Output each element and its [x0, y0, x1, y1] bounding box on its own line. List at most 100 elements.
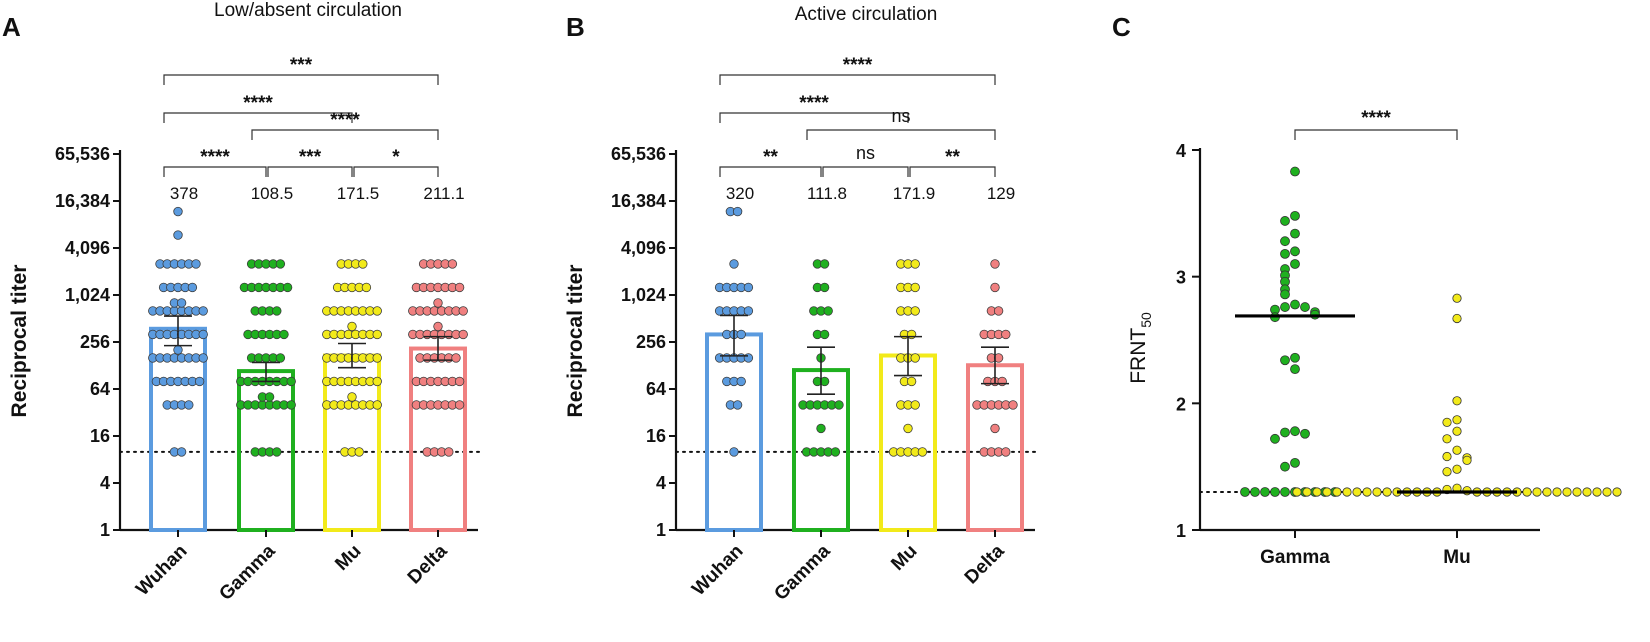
panel-c-point-mu: [1452, 445, 1462, 455]
panel-a-xtick-label-mu: Mu: [331, 541, 365, 575]
panel-b-value-label-wuhan: 320: [726, 184, 754, 203]
panel-c-point-mu: [1332, 487, 1342, 497]
panel-c-point-mu: [1312, 487, 1322, 497]
panel-b-sig-label: ns: [891, 106, 910, 126]
panel-b-ytick-label: 4,096: [621, 238, 666, 258]
panel-a-letter: A: [2, 12, 21, 42]
panel-b-value-label-mu: 171.9: [893, 184, 936, 203]
panel-c-point-mu: [1452, 415, 1462, 425]
panel-a-point-wuhan: [184, 400, 194, 410]
panel-c-point-gamma: [1280, 355, 1290, 366]
panel-c-point-mu: [1452, 396, 1462, 406]
panel-c-point-gamma: [1290, 299, 1300, 310]
panel-c-point-gamma: [1290, 352, 1300, 363]
panel-b-point-wuhan: [732, 206, 743, 217]
panel-a-point-gamma: [286, 376, 296, 387]
panel-a-value-label-mu: 171.5: [337, 184, 380, 203]
panel-c-point-mu: [1452, 426, 1462, 436]
panel-b-point-wuhan: [736, 329, 746, 340]
panel-b-ytick-label: 1: [656, 520, 666, 540]
panel-b-letter: B: [566, 12, 585, 42]
panel-a-sig-label: ***: [290, 55, 313, 76]
panel-b-bar-delta: [966, 363, 1024, 532]
panel-a-sig-label: ***: [299, 147, 322, 168]
panel-a-point-gamma: [282, 282, 293, 293]
panel-c-point-gamma: [1290, 364, 1300, 375]
panel-a-sig-label: ****: [243, 93, 273, 114]
panel-b-point-mu: [906, 376, 917, 387]
panel-c-point-gamma: [1280, 248, 1290, 259]
panel-c-point-gamma: [1240, 487, 1250, 497]
panel-a-ylabel: Reciprocal titer: [8, 265, 31, 418]
panel-b-point-delta: [997, 376, 1007, 387]
panel-b-point-gamma: [816, 423, 826, 434]
panel-a-point-gamma: [275, 353, 286, 363]
panel-b-point-wuhan: [732, 400, 743, 410]
panel-b-point-gamma: [819, 282, 830, 293]
panel-b-sig-label: ns: [856, 143, 875, 163]
panel-c-point-mu: [1462, 455, 1472, 465]
panel-c-point-mu: [1582, 487, 1592, 497]
panel-a-sig-label: *: [392, 147, 400, 168]
panel-c-ylabel: FRNT50: [1127, 312, 1154, 384]
panel-a-sig-bracket: [163, 166, 267, 177]
panel-c-ytick-label: 3: [1176, 268, 1186, 288]
panel-b-point-delta: [1001, 447, 1011, 457]
panel-a-point-delta: [444, 447, 454, 457]
panel-b-point-mu: [917, 447, 928, 457]
panel-b-point-gamma: [823, 306, 833, 316]
panel-c-ytick-label: 2: [1176, 394, 1186, 414]
panel-b-point-delta: [1008, 400, 1018, 410]
panel-c-point-mu: [1592, 487, 1602, 497]
panel-b-point-mu: [910, 282, 920, 293]
panel-a-point-wuhan: [194, 376, 205, 387]
panel-c-point-gamma: [1260, 487, 1270, 497]
panel-c-point-mu: [1532, 487, 1542, 497]
panel-b-ytick-label: 4: [656, 473, 666, 493]
panel-b-point-mu: [910, 353, 920, 363]
panel-b-point-gamma: [834, 400, 844, 410]
panel-c-point-mu: [1452, 313, 1462, 324]
panel-a-sig-bracket: [163, 74, 439, 85]
panel-c-ylabel-main: FRNT: [1127, 328, 1150, 384]
panel-b-ytick-label: 16,384: [611, 191, 666, 211]
panel-b-sig-bracket: [822, 166, 909, 177]
panel-c-xtick-label-mu: Mu: [1443, 547, 1470, 568]
panel-c-point-gamma: [1300, 302, 1310, 312]
panel-b-bar-wuhan: [705, 332, 763, 532]
panel-a-point-wuhan: [198, 353, 208, 363]
panel-b-point-mu: [910, 400, 920, 410]
panel-a-sig-bracket: [251, 129, 439, 140]
panel-a-sig-bracket: [267, 166, 353, 177]
panel-a-point-mu: [372, 376, 382, 387]
panel-b-sig-label: **: [945, 147, 960, 168]
panel-b-ytick-label: 65,536: [611, 144, 666, 164]
panel-a-xtick-label-gamma: Gamma: [215, 540, 279, 604]
panel-a-point-wuhan: [173, 206, 183, 217]
panel-c-point-mu: [1292, 487, 1302, 497]
panel-c-point-gamma: [1290, 457, 1300, 468]
panel-c-point-gamma: [1250, 487, 1260, 497]
panel-b-xtick-label-gamma: Gamma: [770, 540, 834, 604]
panel-c-point-mu: [1542, 487, 1552, 497]
panel-c-point-mu: [1342, 487, 1352, 497]
panel-a-point-mu: [347, 321, 357, 332]
panel-c-point-mu: [1302, 487, 1312, 497]
panel-b-point-delta: [990, 282, 1000, 293]
panel-a-point-gamma: [272, 306, 282, 316]
panel-c-point-mu: [1442, 434, 1452, 444]
panel-b-xtick-label-mu: Mu: [887, 541, 921, 575]
panel-b-point-wuhan: [729, 259, 739, 269]
panel-b-sig-label: ****: [843, 55, 873, 76]
panel-c-ylabel-sub: 50: [1138, 312, 1154, 328]
panel-b-sig-bracket: [719, 166, 822, 177]
panel-c-point-gamma: [1290, 166, 1300, 177]
panel-c-point-gamma: [1290, 259, 1300, 269]
panel-b-point-wuhan: [743, 306, 754, 316]
panel-c-point-mu: [1322, 487, 1332, 497]
panel-b-xtick-label-delta: Delta: [961, 540, 1009, 588]
panel-c-point-mu: [1372, 487, 1382, 497]
panel-a-point-wuhan: [187, 282, 198, 293]
panel-a-xtick-label-delta: Delta: [404, 540, 452, 588]
panel-b-sig-label: ****: [799, 93, 829, 114]
